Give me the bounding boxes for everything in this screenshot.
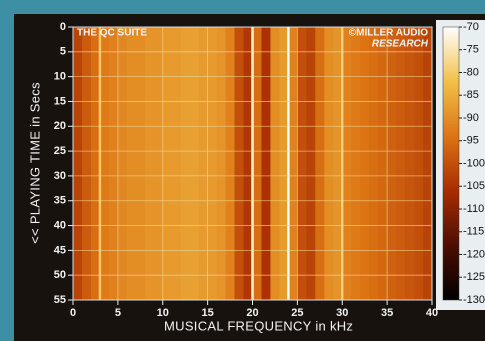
heat-cell: [127, 27, 136, 300]
colorbar-tick-label: -125: [463, 271, 485, 283]
heat-cell: [405, 27, 414, 300]
y-tick-label: 30: [54, 170, 66, 182]
tone-line: [287, 27, 289, 300]
tone-line: [99, 27, 101, 300]
heat-cell: [172, 27, 181, 300]
y-tick-label: 55: [54, 294, 66, 306]
colorbar-tick-label: -100: [463, 157, 485, 169]
colorbar-tick-label: -75: [463, 44, 479, 56]
colorbar-tick-label: -130: [463, 294, 485, 306]
annotation: RESEARCH: [372, 39, 429, 50]
heat-cell: [199, 27, 208, 300]
heat-cell: [387, 27, 396, 300]
y-axis-label: << PLAYING TIME in Secs: [27, 82, 42, 244]
heat-cell: [208, 27, 217, 300]
heat-cell: [145, 27, 154, 300]
colorbar-tick-label: -80: [463, 66, 479, 78]
annotation: ©MILLER AUDIO: [349, 28, 428, 39]
x-axis-label: MUSICAL FREQUENCY in kHz: [164, 318, 353, 333]
x-tick-label: 15: [202, 307, 214, 319]
y-tick-label: 40: [54, 219, 66, 231]
heat-cell: [235, 27, 244, 300]
heat-cell: [154, 27, 163, 300]
colorbar-tick-label: -70: [463, 21, 479, 33]
x-tick-label: 35: [381, 307, 393, 319]
colorbar: [443, 27, 459, 300]
colorbar-tick-label: -120: [463, 248, 485, 260]
heat-cell: [360, 27, 369, 300]
y-tick-label: 35: [54, 195, 66, 207]
y-tick-label: 5: [60, 46, 66, 58]
y-tick-label: 50: [54, 269, 66, 281]
y-tick-label: 15: [54, 95, 66, 107]
y-tick-label: 25: [54, 145, 66, 157]
heat-cell: [109, 27, 118, 300]
heat-cell: [163, 27, 172, 300]
x-tick-label: 25: [291, 307, 303, 319]
heat-cell: [297, 27, 306, 300]
heat-cell: [423, 27, 432, 300]
colorbar-tick-label: -95: [463, 135, 479, 147]
heat-cell: [396, 27, 405, 300]
colorbar-tick-label: -85: [463, 89, 479, 101]
heat-cell: [190, 27, 199, 300]
heat-cell: [351, 27, 360, 300]
annotation: THE QC SUITE: [77, 28, 147, 39]
heat-cell: [288, 27, 297, 300]
heat-cell: [217, 27, 226, 300]
colorbar-tick-label: -90: [463, 112, 479, 124]
heat-cell: [378, 27, 387, 300]
heat-cell: [261, 27, 270, 300]
heat-cell: [136, 27, 145, 300]
heat-cell: [324, 27, 333, 300]
colorbar-tick-label: -110: [463, 203, 484, 215]
heat-cell: [414, 27, 423, 300]
x-tick-label: 30: [336, 307, 348, 319]
heat-cell: [270, 27, 279, 300]
y-tick-label: 20: [54, 120, 66, 132]
heat-cell: [226, 27, 235, 300]
heat-cell: [369, 27, 378, 300]
colorbar-tick-label: -115: [463, 226, 484, 238]
heat-cell: [82, 27, 91, 300]
heat-cell: [181, 27, 190, 300]
heat-cell: [306, 27, 315, 300]
heat-cell: [253, 27, 262, 300]
heat-cell: [315, 27, 324, 300]
y-tick-label: 10: [54, 71, 66, 83]
x-tick-label: 0: [70, 307, 76, 319]
x-tick-label: 10: [157, 307, 169, 319]
x-tick-label: 40: [426, 307, 438, 319]
heat-cell: [73, 27, 82, 300]
x-tick-label: 20: [246, 307, 258, 319]
heat-cell: [118, 27, 127, 300]
colorbar-tick-label: -105: [463, 180, 485, 192]
x-tick-label: 5: [115, 307, 121, 319]
y-tick-label: 0: [60, 21, 66, 33]
y-tick-label: 45: [54, 244, 66, 256]
heat-cell: [342, 27, 351, 300]
heat-cell: [100, 27, 109, 300]
chart: MUSICAL FREQUENCY in kHz << PLAYING TIME…: [0, 0, 485, 341]
